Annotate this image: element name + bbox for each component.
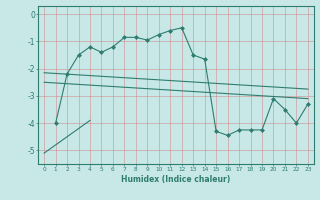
X-axis label: Humidex (Indice chaleur): Humidex (Indice chaleur) — [121, 175, 231, 184]
